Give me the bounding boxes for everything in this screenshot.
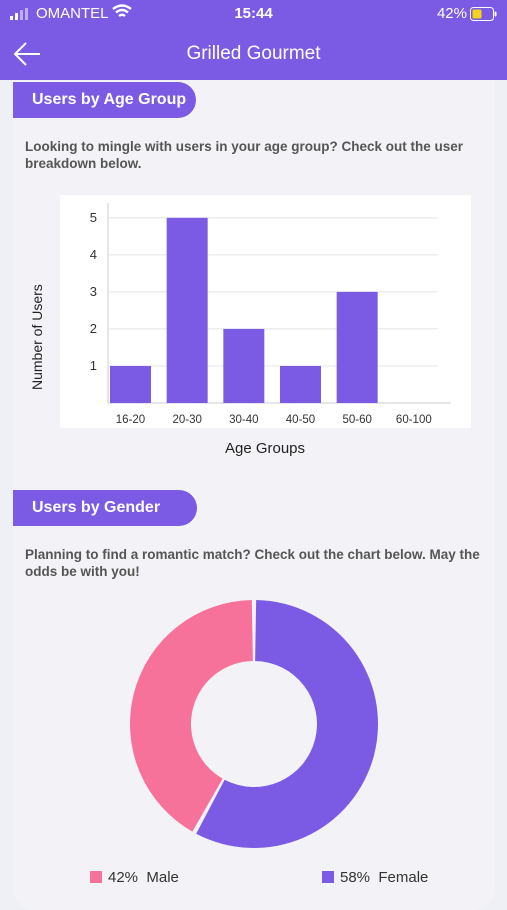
battery-icon [470,7,497,21]
slice-male [130,600,253,832]
gender-donut-chart [130,600,378,848]
legend-male: 42% Male [90,869,179,886]
legend-female: 58% Female [322,869,428,886]
legend-male-swatch [90,871,102,883]
y-tick-label: 3 [90,284,97,299]
age-section-heading: Users by Age Group [13,82,196,118]
page-title: Grilled Gourmet [186,43,321,64]
x-tick-label: 30-40 [229,414,258,426]
y-tick-label: 2 [90,321,97,336]
legend-male-percent: 42% [108,869,139,886]
legend-female-percent: 58% [340,869,371,886]
legend-female-label: Female [378,869,429,886]
age-bar-chart: 1 2 3 4 5 16-20 20-30 30-40 40-50 50-60 60-100 [60,195,471,428]
y-tick-label: 4 [90,247,97,262]
x-axis-label: Age Groups [224,440,306,457]
x-tick-label: 20-30 [172,414,201,426]
legend-male-label: Male [146,869,179,886]
y-axis-label: Number of Users [29,284,45,390]
y-tick-label: 1 [90,358,97,373]
bar-30-40 [223,328,265,403]
x-tick-label: 40-50 [286,414,315,426]
age-section-description: Looking to mingle with users in your age… [25,139,464,171]
gender-section-heading: Users by Gender [13,490,197,526]
bar-20-30 [166,217,208,403]
bar-50-60 [336,291,378,403]
bar-16-20 [110,365,151,403]
legend-female-swatch [322,871,334,883]
x-tick-label: 60-100 [396,414,432,426]
y-tick-label: 5 [90,210,97,225]
nav-bar: Grilled Gourmet [0,28,507,80]
carrier-name: OMANTEL [36,5,109,22]
status-bar: OMANTEL 15:44 42% [0,0,507,28]
x-tick-label: 16-20 [116,414,145,426]
signal-icon [10,8,28,20]
status-time: 15:44 [234,5,273,22]
bar-40-50 [280,365,321,403]
wifi-icon [112,4,132,17]
battery-percent: 42% [436,5,467,22]
back-arrow-icon[interactable] [12,40,42,68]
slice-female [196,600,378,848]
bar-chart-svg: 1 2 3 4 5 16-20 20-30 30-40 40-50 50-60 60-100 [90,203,451,426]
x-tick-label: 50-60 [342,414,371,426]
gender-section-description: Planning to find a romantic match? Check… [25,547,480,579]
